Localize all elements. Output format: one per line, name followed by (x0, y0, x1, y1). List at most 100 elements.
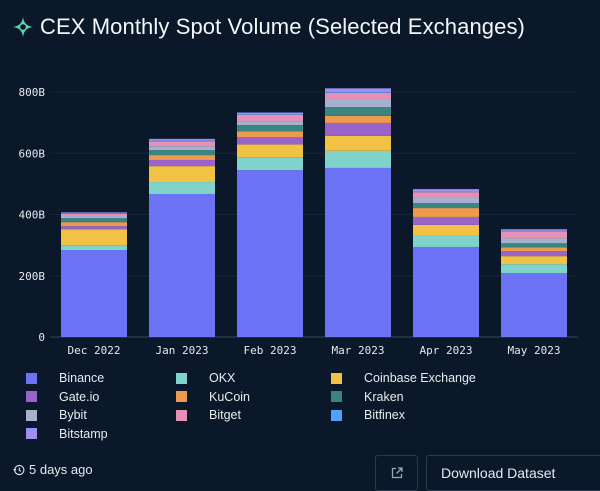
legend-item[interactable]: Bitstamp (26, 425, 108, 443)
bar-segment-bybit (237, 121, 303, 126)
y-tick-label: 0 (38, 331, 45, 344)
bar-segment-bybit (413, 197, 479, 204)
bar-segment-coinbase-exchange (501, 256, 567, 265)
legend-item[interactable]: OKX (176, 369, 235, 387)
legend-item[interactable]: Bybit (26, 406, 87, 424)
last-updated: 5 days ago (13, 462, 93, 477)
bar-segment-kraken (149, 150, 215, 156)
bar-segment-bitstamp (501, 229, 567, 231)
legend-swatch (176, 409, 187, 421)
bar-segment-bitfinex (501, 230, 567, 232)
bar-segment-bybit (501, 238, 567, 244)
bar-segment-binance (149, 193, 215, 337)
y-tick-label: 800B (19, 86, 46, 99)
bar-segment-bitget (237, 114, 303, 122)
legend-swatch (176, 391, 187, 402)
bar-segment-gate-io (501, 251, 567, 257)
bar-segment-binance (501, 272, 567, 337)
bar-segment-bitfinex (61, 213, 127, 214)
bar-segment-bitfinex (325, 92, 391, 93)
legend-swatch (331, 409, 342, 421)
legend-item[interactable]: Bitget (176, 406, 241, 424)
x-tick-label: Apr 2023 (420, 344, 473, 357)
legend-swatch (26, 409, 37, 421)
bar-segment-binance (237, 170, 303, 337)
bar-segment-bybit (61, 216, 127, 219)
bar-segment-kraken (237, 125, 303, 132)
bar-segment-gate-io (413, 216, 479, 225)
legend-label: Coinbase Exchange (364, 371, 476, 385)
bar-segment-okx (61, 245, 127, 251)
bar-segment-bitstamp (237, 112, 303, 115)
y-tick-label: 400B (19, 209, 46, 222)
bar-segment-kraken (413, 203, 479, 209)
bar-segment-kucoin (325, 115, 391, 123)
legend-label: KuCoin (209, 389, 250, 404)
x-tick-label: Feb 2023 (244, 344, 297, 357)
bar-segment-binance (325, 167, 391, 337)
bar-segment-kucoin (413, 208, 479, 217)
bar-segment-bybit (325, 99, 391, 108)
bar-segment-binance (413, 246, 479, 337)
bar-segment-bitstamp (413, 189, 479, 192)
bar-segment-kraken (501, 243, 567, 248)
legend-swatch (331, 391, 342, 402)
bar-segment-coinbase-exchange (61, 229, 127, 246)
legend-swatch (26, 391, 37, 402)
x-tick-label: Jan 2023 (156, 344, 209, 357)
bar-segment-gate-io (237, 137, 303, 145)
bar-segment-binance (61, 250, 127, 337)
bar-segment-bitget (501, 231, 567, 239)
external-link-icon (391, 467, 403, 479)
bar-segment-okx (149, 182, 215, 194)
legend-label: Bitstamp (59, 426, 108, 441)
legend-item[interactable]: Kraken (331, 388, 404, 406)
bar-segment-bitget (413, 192, 479, 198)
bar-segment-bitstamp (325, 88, 391, 93)
legend-label: Binance (59, 371, 105, 385)
bar-segment-okx (413, 235, 479, 247)
legend-item[interactable]: Gate.io (26, 388, 99, 406)
y-tick-label: 600B (19, 147, 46, 160)
legend-swatch (176, 372, 187, 384)
bar-segment-bitstamp (149, 138, 215, 141)
legend-item[interactable]: KuCoin (176, 388, 250, 406)
bar-segment-gate-io (61, 226, 127, 230)
bar-segment-bybit (149, 146, 215, 151)
bar-segment-kraken (325, 107, 391, 116)
legend-label: Bitget (209, 408, 241, 422)
footer: 5 days ago Download Dataset (0, 453, 600, 491)
bar-segment-bitget (325, 92, 391, 100)
age-text: 5 days ago (29, 462, 93, 477)
legend-item[interactable]: Bitfinex (331, 406, 405, 424)
legend-item[interactable]: Binance (26, 369, 104, 387)
bar-segment-gate-io (149, 159, 215, 167)
legend-label: Bybit (59, 408, 87, 422)
sparkle-icon (12, 16, 34, 38)
bar-segment-bitget (149, 141, 215, 147)
bar-segment-kraken (61, 218, 127, 223)
bar-segment-bitfinex (237, 114, 303, 115)
bar-segment-bitstamp (61, 212, 127, 214)
bar-segment-coinbase-exchange (325, 135, 391, 151)
bar-segment-okx (501, 264, 567, 273)
bar-segment-kucoin (149, 155, 215, 160)
x-tick-label: Dec 2022 (68, 344, 121, 357)
bar-segment-bitget (61, 213, 127, 217)
stacked-bar-chart: 0 200B 400B 600B 800B Dec 2022 Jan 2023 Feb 202… (19, 86, 578, 357)
legend-label: Bitfinex (364, 408, 405, 422)
legend-swatch (331, 372, 342, 384)
bar-segment-bitfinex (413, 191, 479, 193)
legend-label: Gate.io (59, 389, 100, 404)
legend-item[interactable]: Coinbase Exchange (331, 369, 476, 387)
chart-header: CEX Monthly Spot Volume (Selected Exchan… (12, 10, 525, 44)
bar-segment-kucoin (237, 131, 303, 138)
bar-segment-okx (237, 157, 303, 171)
legend-swatch (26, 428, 37, 439)
history-icon (13, 464, 25, 475)
page-title: CEX Monthly Spot Volume (Selected Exchan… (40, 14, 525, 39)
bar-segment-kucoin (61, 222, 127, 227)
bar-segment-coinbase-exchange (413, 224, 479, 236)
x-tick-label: Mar 2023 (332, 344, 385, 357)
bar-segment-coinbase-exchange (149, 166, 215, 183)
